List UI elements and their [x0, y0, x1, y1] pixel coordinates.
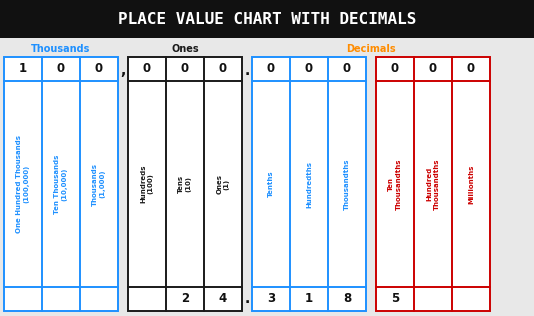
Bar: [252, 57, 366, 311]
Text: 0: 0: [267, 63, 275, 76]
Text: Thousands
(1,000): Thousands (1,000): [92, 162, 106, 205]
Bar: [4, 57, 118, 311]
Text: 0: 0: [391, 63, 399, 76]
Text: Ten Thousands
(10,000): Ten Thousands (10,000): [54, 154, 68, 214]
Bar: [252, 57, 366, 311]
Text: Hundredths: Hundredths: [306, 161, 312, 208]
Text: 0: 0: [219, 63, 227, 76]
Text: Millionths: Millionths: [468, 164, 474, 204]
Text: 2: 2: [181, 293, 189, 306]
Text: Tens
(10): Tens (10): [178, 175, 192, 193]
Text: Decimals: Decimals: [346, 44, 396, 54]
Text: 0: 0: [467, 63, 475, 76]
Bar: [4, 57, 118, 311]
Text: 5: 5: [391, 293, 399, 306]
Text: Thousands: Thousands: [32, 44, 91, 54]
Text: 0: 0: [343, 63, 351, 76]
Bar: [128, 57, 242, 311]
Text: 0: 0: [57, 63, 65, 76]
Text: 1: 1: [305, 293, 313, 306]
Text: Thousandths: Thousandths: [344, 158, 350, 210]
Text: 0: 0: [429, 63, 437, 76]
Text: 0: 0: [305, 63, 313, 76]
Text: 4: 4: [219, 293, 227, 306]
Text: ,: ,: [120, 64, 125, 78]
Bar: [376, 57, 490, 311]
Text: Hundreds
(100): Hundreds (100): [140, 165, 154, 203]
Bar: [0, 0, 534, 38]
Text: One Hundred Thousands
(100,000): One Hundred Thousands (100,000): [16, 135, 30, 233]
Text: 1: 1: [19, 63, 27, 76]
Text: Tenths: Tenths: [268, 171, 274, 197]
Text: 3: 3: [267, 293, 275, 306]
Text: Ones: Ones: [171, 44, 199, 54]
Bar: [128, 57, 242, 311]
Text: Hundred
Thousandths: Hundred Thousandths: [426, 158, 440, 210]
Text: .: .: [245, 64, 249, 78]
Text: 8: 8: [343, 293, 351, 306]
Text: Ones
(1): Ones (1): [216, 174, 230, 194]
Text: .: .: [245, 292, 249, 306]
Text: 0: 0: [95, 63, 103, 76]
Text: 0: 0: [143, 63, 151, 76]
Text: PLACE VALUE CHART WITH DECIMALS: PLACE VALUE CHART WITH DECIMALS: [118, 11, 416, 27]
Bar: [376, 57, 490, 311]
Text: Ten
Thousandths: Ten Thousandths: [388, 158, 402, 210]
Text: 0: 0: [181, 63, 189, 76]
